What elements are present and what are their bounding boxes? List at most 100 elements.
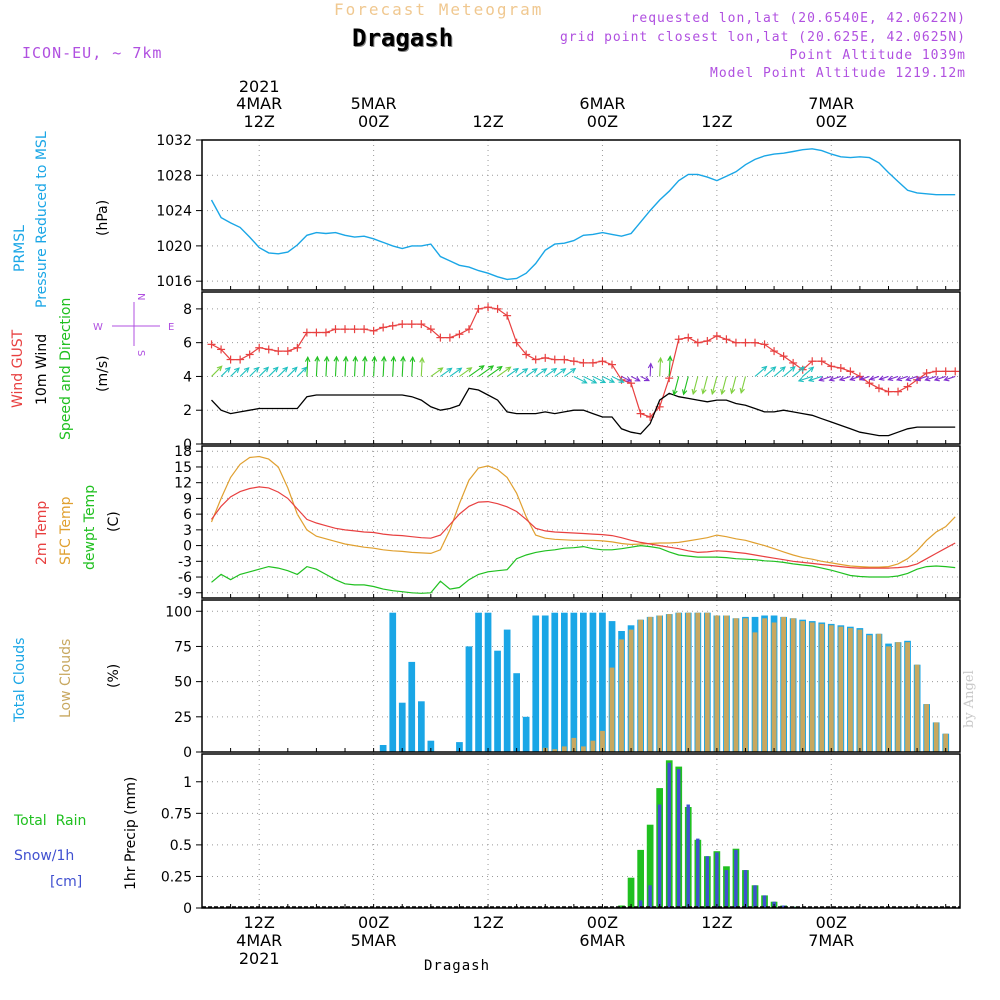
- wind-arrow-head: [618, 377, 625, 383]
- precip-ytick-label: 0.5: [170, 838, 192, 854]
- top-day-label: 4MAR: [236, 94, 282, 113]
- low-cloud-bar: [714, 615, 720, 752]
- wind-arrow-head: [895, 376, 903, 382]
- wind-arrow: [659, 358, 662, 377]
- temp-2m-line: [211, 486, 956, 569]
- wind-arrow: [783, 366, 796, 377]
- compass-e: E: [168, 322, 174, 333]
- precip-ytick-label: 1: [183, 775, 192, 791]
- temp-ytick-label: 3: [183, 523, 192, 539]
- wind-arrow: [896, 375, 908, 381]
- wind-arrow: [773, 366, 786, 377]
- wind-arrow-head: [409, 355, 416, 363]
- snow-bar: [686, 804, 690, 908]
- clouds-ytick-label: 75: [174, 639, 192, 655]
- bottom-hour-label: 12Z: [701, 913, 732, 932]
- wind-arrow: [315, 356, 318, 377]
- snow-bar: [753, 885, 757, 908]
- wind-arrow-head: [924, 376, 931, 382]
- temp-ytick-label: 6: [183, 507, 192, 523]
- total-cloud-bar: [408, 661, 416, 752]
- wind-arrow: [554, 368, 566, 377]
- wind-arrow: [754, 366, 767, 377]
- wind-arrow-head: [647, 362, 654, 369]
- snow-bar: [743, 870, 748, 908]
- low-cloud-bar: [552, 749, 558, 752]
- low-cloud-bar: [647, 616, 653, 752]
- wind-arrow: [934, 375, 946, 381]
- total-cloud-bar: [599, 612, 606, 752]
- wind-arrow-head: [849, 375, 856, 381]
- rain-label: Total Rain: [13, 813, 86, 829]
- wind-arrow: [258, 367, 269, 377]
- low-cloud-bar: [781, 616, 786, 752]
- top-hour-label: 12Z: [701, 112, 732, 131]
- wind-arrow-head: [343, 355, 349, 362]
- wind-arrow-head: [352, 355, 359, 362]
- wind-arrow-head: [657, 356, 664, 363]
- total-cloud-bar: [456, 742, 463, 752]
- low-cloud-bar: [828, 625, 834, 752]
- wind-arrow: [731, 376, 737, 394]
- wind-arrow: [449, 367, 462, 377]
- wind-arrow-head: [541, 368, 548, 374]
- low-cloud-bar: [733, 618, 739, 752]
- wind-ytick-label: 2: [183, 403, 192, 419]
- wind-arrow: [268, 367, 279, 377]
- total-cloud-bar: [484, 612, 492, 752]
- total-clouds-label: Total Clouds: [12, 638, 28, 723]
- wind-arrow: [849, 375, 861, 381]
- wind-ytick-label: 4: [183, 369, 192, 385]
- wind-arrow-head: [591, 378, 598, 384]
- wind-arrow: [802, 366, 814, 377]
- clouds-frame: [201, 599, 961, 753]
- low-cloud-bar: [905, 642, 910, 752]
- wind-10m-label: 10m Wind: [34, 334, 50, 405]
- wind-arrow-head: [807, 376, 815, 382]
- temp-ytick-label: -6: [178, 570, 192, 586]
- bottom-day-label: 4MAR: [236, 931, 282, 950]
- snow-bar: [734, 849, 738, 908]
- wind-arrow-head: [272, 366, 279, 373]
- temp-labels: 2m Temp SFC Temp dewpt Temp (C): [34, 485, 122, 570]
- wind-arrow-head: [887, 375, 894, 381]
- wind-arrow: [740, 376, 747, 393]
- wind-arrow: [592, 375, 606, 384]
- wind-arrow: [468, 365, 485, 377]
- wind-arrow-head: [770, 366, 777, 372]
- temp-frame: [201, 445, 961, 599]
- low-cloud-bar: [809, 622, 815, 752]
- bottom-hour-label: 12Z: [472, 913, 503, 932]
- wind-arrow: [621, 375, 632, 382]
- wind-arrow-head: [314, 355, 320, 362]
- bottom-day-label: 5MAR: [351, 931, 397, 950]
- snow-bar: [781, 905, 786, 908]
- wind-arrow: [859, 375, 870, 381]
- wind-arrow-head: [333, 355, 340, 362]
- grid-lines: [202, 139, 960, 909]
- wind-arrow-head: [304, 355, 311, 363]
- wind-arrow: [711, 376, 718, 395]
- snow-bar: [762, 895, 767, 908]
- precip-labels: Total Rain Snow/1h [cm] 1hr Precip (mm): [13, 777, 139, 890]
- wind-arrow: [230, 367, 240, 377]
- snow-bar: [667, 762, 671, 908]
- wind-arrow: [525, 368, 538, 377]
- sfc-temp-line: [210, 455, 956, 568]
- top-year-label: 2021: [239, 77, 280, 96]
- wind-arrow-head: [838, 376, 845, 382]
- low-cloud-bar: [857, 629, 863, 752]
- low-cloud-bar: [819, 623, 825, 752]
- wind-arrow-head: [362, 355, 368, 362]
- total-cloud-bar: [379, 745, 387, 752]
- wind-arrow-head: [729, 388, 736, 395]
- bottom-hour-label: 00Z: [816, 913, 847, 932]
- snow-bar: [715, 852, 719, 908]
- clouds-ytick-label: 0: [183, 745, 192, 761]
- wind-arrow: [583, 375, 597, 384]
- low-cloud-bar: [600, 730, 605, 752]
- temp-ytick-label: 18: [174, 444, 192, 460]
- pressure-ytick-label: 1032: [156, 133, 192, 149]
- compass-s: S: [135, 350, 146, 356]
